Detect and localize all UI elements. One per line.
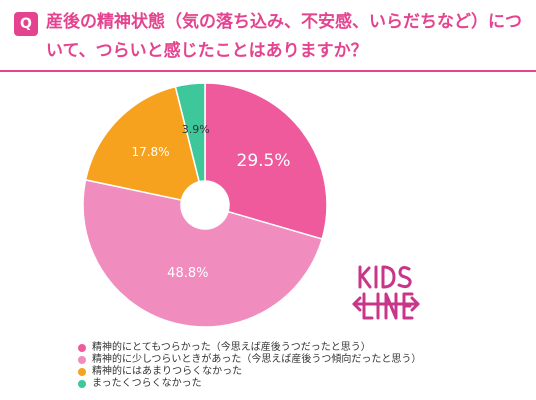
legend-item-1: 精神的にとてもつらかった（今思えば産後うつだったと思う） [78,342,421,354]
slice-label-3: 17.8% [131,145,169,159]
header-divider [0,70,536,72]
slice-3 [84,85,201,201]
legend-item-4: まったくつらくなかった [78,378,421,390]
legend-label-4: まったくつらくなかった [92,378,202,389]
legend-item-2: 精神的に少しつらいときがあった（今思えば産後うつ傾向だったと思う） [78,354,421,366]
legend-label-3: 精神的にはあまりつらくなかった [92,366,243,377]
slice-4 [174,82,206,183]
question-text: 産後の精神状態（気の落ち込み、不安感、いらだちなど）について、つらいと感じたこと… [46,12,522,61]
slice-2 [82,178,324,328]
legend-item-3: 精神的にはあまりつらくなかった [78,366,421,378]
slice-label-4: 3.9% [182,123,210,136]
legend-swatch-1 [78,344,86,352]
kids-line-logo [352,265,420,320]
legend-swatch-2 [78,356,86,364]
legend-swatch-4 [78,380,86,388]
legend-swatch-3 [78,368,86,376]
legend-label-1: 精神的にとてもつらかった（今思えば産後うつだったと思う） [92,342,371,353]
question-badge: Q [14,12,38,36]
slice-label-1: 29.5% [237,151,291,171]
slice-1 [204,82,328,240]
slice-label-2: 48.8% [167,266,208,281]
legend-label-2: 精神的に少しつらいときがあった（今思えば産後うつ傾向だったと思う） [92,354,422,365]
chart-legend: 精神的にとてもつらかった（今思えば産後うつだったと思う） 精神的に少しつらいとき… [78,342,421,390]
donut-chart: 29.5% 48.8% 17.8% 3.9% [82,82,328,328]
